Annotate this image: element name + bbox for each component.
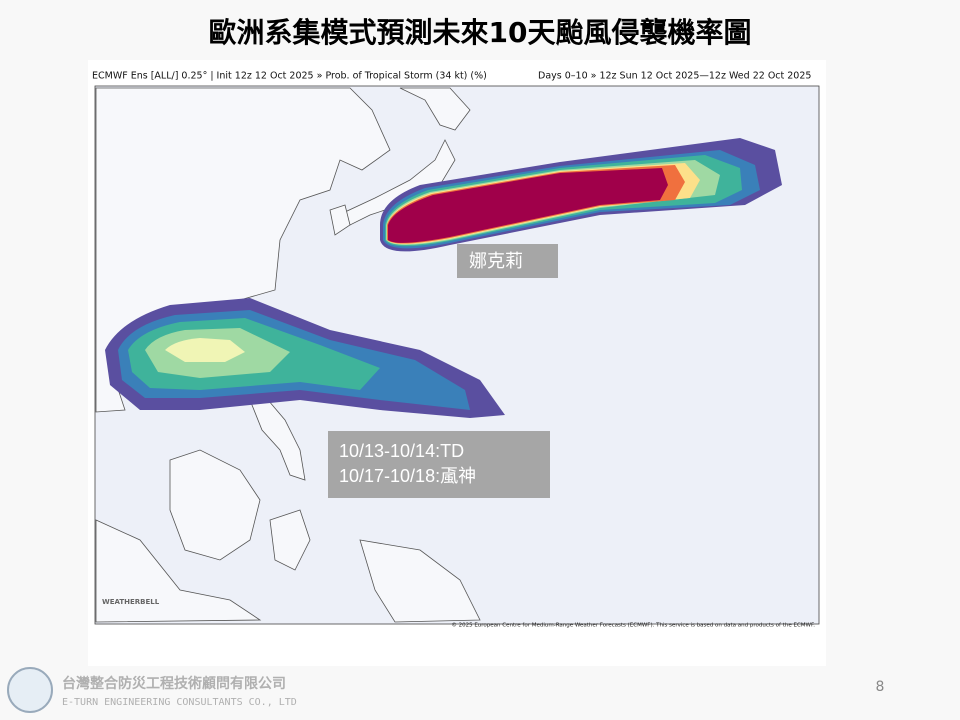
map-copyright: © 2025 European Centre for Medium-Range … [451,622,815,629]
map-header-left: ECMWF Ens [ALL/] 0.25° | Init 12z 12 Oct… [92,71,487,82]
annotation-line: 10/17-10/18:颪神 [339,466,477,486]
page-number: 8 [876,679,885,695]
tropical-storm-probability [105,138,782,418]
annotation-box: 娜克莉 [457,244,558,278]
weatherbell-logo: WEATHERBELL [102,598,160,606]
annotation-box: 10/13-10/14:TD 10/17-10/18:颪神 [328,431,550,498]
slide-title: 歐洲系集模式預測未來10天颱風侵襲機率圖 [209,16,752,49]
company-name-zh: 台灣整合防災工程技術顧問有限公司 [62,675,286,692]
land [95,87,481,623]
map-header-right: Days 0–10 » 12z Sun 12 Oct 2025—12z Wed … [538,71,811,82]
company-name-en: E-TURN ENGINEERING CONSULTANTS CO., LTD [62,697,297,708]
company-logo [7,667,53,713]
annotation-line: 娜克莉 [469,251,523,271]
annotation-line: 10/13-10/14:TD [339,441,465,461]
